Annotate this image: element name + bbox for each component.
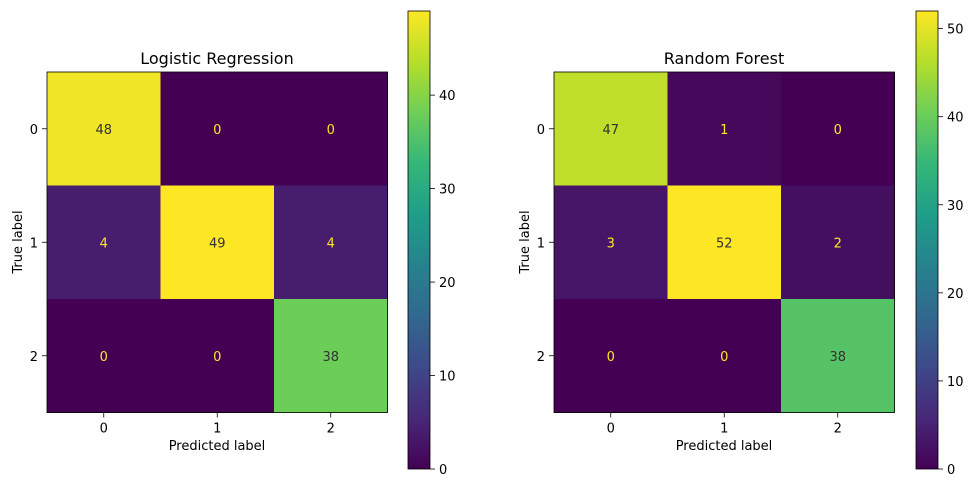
colorbar-tick-label: 40 (439, 89, 456, 104)
colorbar-gradient (407, 10, 431, 470)
panel-2-y-axis-label: True label (518, 210, 533, 274)
matrix-cell-2-0 (47, 299, 161, 413)
x-tick-label: 2 (834, 422, 842, 437)
y-tick-label: 1 (30, 236, 38, 251)
matrix-cell-0-0 (47, 72, 161, 186)
colorbar-tick-label: 20 (439, 276, 456, 291)
cell-value-label-1-0: 3 (607, 236, 615, 251)
cell-value-label-0-2: 0 (327, 123, 335, 138)
panel-2-x-axis: 0 1 2 (607, 412, 842, 437)
panel-2-y-axis: 0 1 2 (537, 123, 554, 365)
matrix-cell-2-2 (274, 299, 388, 413)
cell-value-label-1-2: 4 (327, 236, 335, 251)
colorbar-gradient (915, 10, 939, 470)
cell-value-label-0-1: 0 (213, 123, 221, 138)
panel-2-matrix: 47 1 0 3 52 2 0 0 38 (553, 71, 895, 413)
colorbar-tick-label: 0 (947, 463, 955, 478)
panel-2-title: Random Forest (664, 49, 784, 68)
x-tick-label: 2 (327, 422, 335, 437)
panel-1-colorbar: 0 10 20 30 40 (407, 10, 456, 478)
colorbar-tick-label: 30 (439, 183, 456, 198)
y-tick-label: 2 (30, 350, 38, 365)
cell-value-label-2-2: 38 (322, 350, 339, 365)
colorbar-tick-label: 40 (947, 111, 964, 126)
cell-value-label-2-0: 0 (607, 350, 615, 365)
panel-1-x-axis: 0 1 2 (100, 412, 335, 437)
matrix-cell-2-1 (160, 299, 275, 413)
matrix-cell-1-0 (554, 185, 668, 300)
matrix-cell-0-1 (160, 72, 275, 186)
cell-value-label-2-1: 0 (720, 350, 728, 365)
y-tick-label: 2 (537, 350, 545, 365)
matrix-cell-1-0 (47, 185, 161, 300)
cell-value-label-0-2: 0 (834, 123, 842, 138)
matrix-cell-0-0 (554, 72, 668, 186)
panel-1-y-axis: 0 1 2 (30, 123, 47, 365)
y-tick-label: 0 (30, 123, 38, 138)
panel-1-x-axis-label: Predicted label (169, 439, 266, 454)
matrix-cell-0-1 (667, 72, 782, 186)
cell-value-label-1-1: 52 (716, 236, 733, 251)
panel-1-title: Logistic Regression (140, 49, 293, 68)
matrix-cell-1-1 (160, 185, 275, 300)
panel-1-y-axis-label: True label (11, 210, 26, 274)
colorbar-tick-label: 10 (947, 375, 964, 390)
y-tick-label: 0 (537, 123, 545, 138)
x-tick-label: 1 (213, 422, 221, 437)
cell-value-label-0-0: 48 (95, 123, 112, 138)
matrix-cell-2-0 (554, 299, 668, 413)
matrix-cell-1-2 (781, 185, 895, 300)
panel-2-x-axis-label: Predicted label (676, 439, 773, 454)
x-tick-label: 1 (720, 422, 728, 437)
colorbar-tick-label: 50 (947, 23, 964, 38)
matrix-cell-2-1 (667, 299, 782, 413)
colorbar-tick-label: 20 (947, 287, 964, 302)
panel-2-colorbar: 0 10 20 30 40 50 (915, 10, 964, 478)
cell-value-label-1-0: 4 (100, 236, 108, 251)
colorbar-tick-label: 10 (439, 370, 456, 385)
x-tick-label: 0 (607, 422, 615, 437)
matrix-cell-0-2 (274, 72, 388, 186)
cell-value-label-2-1: 0 (213, 350, 221, 365)
colorbar-tick-label: 0 (439, 463, 447, 478)
cell-value-label-1-1: 49 (209, 236, 226, 251)
matrix-cell-1-1 (667, 185, 782, 300)
y-tick-label: 1 (537, 236, 545, 251)
colorbar-tick-label: 30 (947, 199, 964, 214)
panel-1-matrix: 48 0 0 4 49 4 0 0 38 (46, 71, 388, 413)
matrix-cell-2-2 (781, 299, 895, 413)
cell-value-label-2-2: 38 (829, 350, 846, 365)
matrix-cell-1-2 (274, 185, 388, 300)
x-tick-label: 0 (100, 422, 108, 437)
matrix-cell-0-2 (781, 72, 895, 186)
cell-value-label-0-0: 47 (602, 123, 619, 138)
cell-value-label-2-0: 0 (100, 350, 108, 365)
cell-value-label-1-2: 2 (834, 236, 842, 251)
cell-value-label-0-1: 1 (720, 123, 728, 138)
